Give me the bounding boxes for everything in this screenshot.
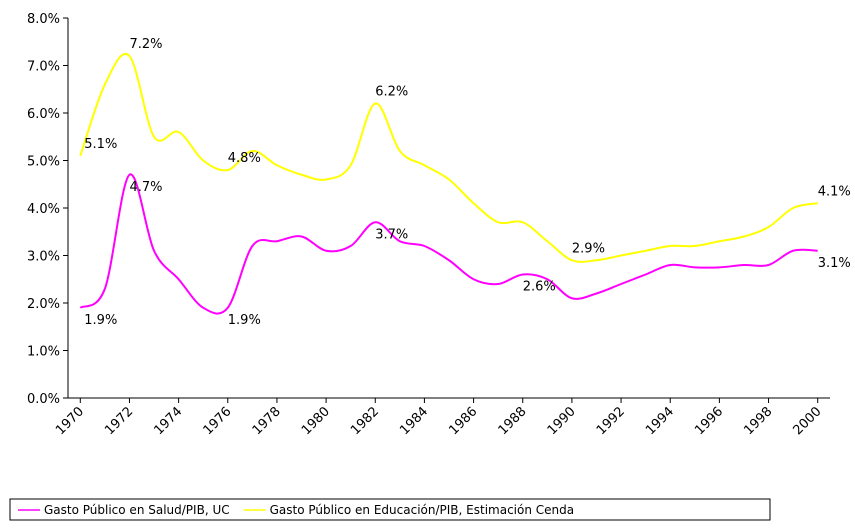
data-label: 3.7% (375, 227, 408, 242)
x-tick-label: 1996 (692, 404, 726, 438)
y-tick-label: 2.0% (27, 297, 60, 312)
data-label: 3.1% (818, 256, 851, 271)
x-tick-label: 1992 (594, 404, 628, 438)
line-series (79, 173, 818, 315)
y-tick-label: 7.0% (27, 60, 60, 75)
data-label: 6.2% (375, 85, 408, 100)
x-tick-label: 1976 (201, 404, 235, 438)
x-tick-label: 1972 (102, 404, 136, 438)
x-tick-label: 1984 (397, 404, 431, 438)
x-tick-label: 2000 (791, 404, 825, 438)
x-tick-label: 1970 (53, 404, 87, 438)
data-label: 4.7% (129, 180, 162, 195)
data-label: 5.1% (84, 137, 117, 152)
legend-label: Gasto Público en Salud/PIB, UC (44, 503, 230, 517)
y-tick-label: 3.0% (27, 250, 60, 265)
data-label: 2.6% (523, 280, 556, 295)
x-tick-label: 1990 (545, 404, 579, 438)
y-tick-label: 5.0% (27, 155, 60, 170)
legend: Gasto Público en Salud/PIB, UC Gasto Públ… (9, 498, 771, 521)
y-tick-label: 4.0% (27, 202, 60, 217)
x-tick-label: 1994 (643, 404, 677, 438)
x-tick-label: 1980 (299, 404, 333, 438)
data-label: 7.2% (129, 37, 162, 52)
y-tick-label: 1.0% (27, 345, 60, 360)
x-tick-label: 1982 (348, 404, 382, 438)
y-tick-label: 6.0% (27, 107, 60, 122)
y-tick-label: 0.0% (27, 392, 60, 407)
data-label: 1.9% (228, 313, 261, 328)
x-tick-label: 1998 (741, 404, 775, 438)
x-tick-label: 1988 (496, 404, 530, 438)
data-label: 4.8% (228, 151, 261, 166)
legend-label: Gasto Público en Educación/PIB, Estimaci… (270, 503, 575, 517)
line-series (79, 53, 818, 263)
data-label: 2.9% (572, 241, 605, 256)
data-label: 4.1% (818, 184, 851, 199)
legend-box (9, 498, 771, 521)
x-tick-label: 1986 (446, 404, 480, 438)
y-tick-label: 8.0% (27, 12, 60, 27)
data-label: 1.9% (84, 313, 117, 328)
x-tick-label: 1978 (250, 404, 284, 438)
x-tick-label: 1974 (151, 404, 185, 438)
